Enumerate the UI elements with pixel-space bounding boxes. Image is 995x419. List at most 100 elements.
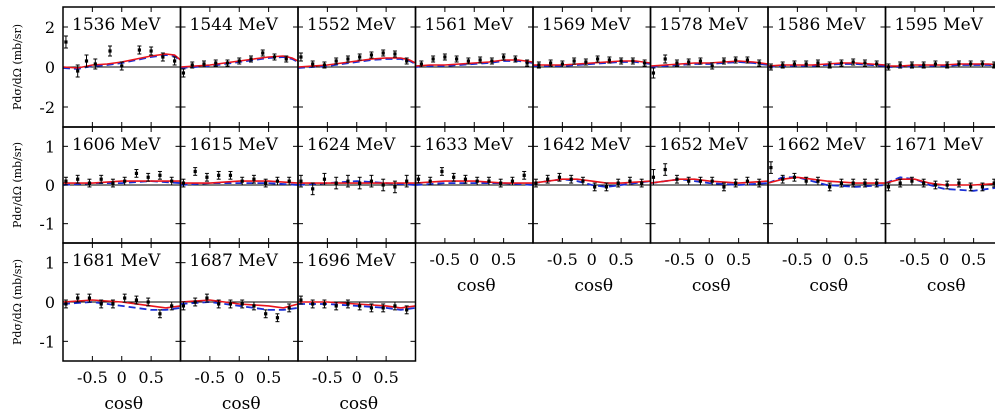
data-marker (596, 57, 600, 61)
data-point (721, 57, 726, 65)
x-tick-label: 0.5 (726, 250, 751, 269)
x-tick-label: 0.5 (608, 250, 633, 269)
data-point (710, 176, 715, 186)
data-marker (698, 59, 703, 63)
data-marker (663, 167, 667, 172)
data-marker (381, 51, 385, 55)
data-marker (781, 63, 785, 67)
data-point (792, 60, 797, 68)
data-point (213, 59, 218, 67)
data-marker (322, 302, 327, 306)
panel-energy-label: 1624 MeV (307, 135, 396, 155)
data-point (334, 301, 339, 311)
data-point (357, 301, 362, 311)
panel-1624-MeV: 1624 MeV (297, 126, 417, 244)
data-marker (910, 179, 914, 183)
data-marker (170, 304, 174, 308)
data-point (287, 303, 292, 313)
x-axis-label: cosθ (927, 276, 966, 296)
data-marker (560, 62, 564, 66)
data-point (298, 174, 303, 188)
data-point (110, 299, 115, 309)
data-point (698, 57, 703, 65)
data-marker (922, 181, 926, 185)
data-point (75, 64, 80, 78)
curves (180, 293, 298, 323)
y-tick-label: -1 (39, 332, 55, 351)
model-curve-dashed (768, 63, 886, 68)
model-curve-dashed (298, 303, 416, 311)
data-point (84, 54, 89, 68)
data-marker (64, 40, 68, 44)
data-marker (123, 296, 127, 300)
data-marker (111, 181, 115, 185)
y-axis-label: Pdσ/dΩ (mb/sr) (11, 142, 24, 228)
curves (298, 295, 416, 315)
model-curve-dashed (298, 58, 416, 69)
data-marker (490, 59, 494, 63)
data-point (898, 178, 903, 188)
data-point (416, 174, 421, 184)
curves (650, 54, 768, 79)
data-marker (628, 179, 632, 183)
data-marker (675, 61, 679, 65)
data-point (992, 61, 995, 69)
data-marker (816, 61, 820, 65)
data-marker (569, 177, 573, 181)
data-marker (557, 175, 562, 179)
panel-energy-label: 1552 MeV (307, 15, 396, 35)
data-point (815, 59, 820, 67)
data-point (651, 169, 656, 186)
panel-energy-label: 1662 MeV (777, 135, 866, 155)
panel-1662-MeV: 1662 MeV (767, 126, 887, 244)
data-marker (910, 63, 914, 67)
data-point (310, 60, 315, 68)
curves (533, 172, 651, 192)
data-point (190, 61, 195, 69)
data-marker (537, 63, 541, 67)
data-point (780, 61, 785, 69)
x-tick-label: 0 (822, 250, 832, 269)
data-point (146, 172, 151, 182)
data-point (921, 178, 926, 188)
data-point (63, 35, 68, 49)
data-point (874, 60, 879, 68)
data-marker (572, 59, 576, 63)
panel-1544-MeV: 1544 MeV (179, 6, 299, 128)
data-marker (264, 181, 268, 185)
data-marker (463, 177, 468, 181)
x-tick-label: 0 (352, 368, 362, 387)
data-point (381, 49, 386, 57)
data-point (146, 297, 151, 307)
data-point (298, 52, 303, 62)
data-point (780, 174, 785, 184)
data-marker (311, 62, 315, 66)
data-point (439, 167, 444, 176)
data-point (240, 176, 245, 186)
y-axis-label: Pdσ/dΩ (mb/sr) (11, 24, 24, 110)
data-marker (287, 179, 291, 183)
data-marker (146, 175, 150, 179)
data-marker (549, 61, 553, 65)
data-point (956, 60, 961, 68)
curves (63, 293, 181, 319)
data-marker (170, 179, 174, 183)
data-point (607, 56, 612, 64)
model-curve-dashed (533, 178, 651, 188)
data-point (909, 61, 914, 69)
data-point (968, 60, 973, 68)
data-point (651, 67, 656, 79)
data-point (172, 56, 177, 66)
data-point (545, 174, 550, 184)
x-tick-label: -0.5 (899, 250, 930, 269)
panel-1578-MeV: 1578 MeV (649, 6, 769, 128)
data-marker (369, 179, 374, 183)
data-point (827, 182, 832, 192)
data-point (886, 63, 891, 71)
data-point (345, 174, 350, 188)
data-marker (687, 60, 691, 64)
data-point (404, 57, 409, 65)
data-point (874, 178, 879, 188)
x-tick-label: -0.5 (429, 250, 460, 269)
data-point (87, 178, 92, 188)
